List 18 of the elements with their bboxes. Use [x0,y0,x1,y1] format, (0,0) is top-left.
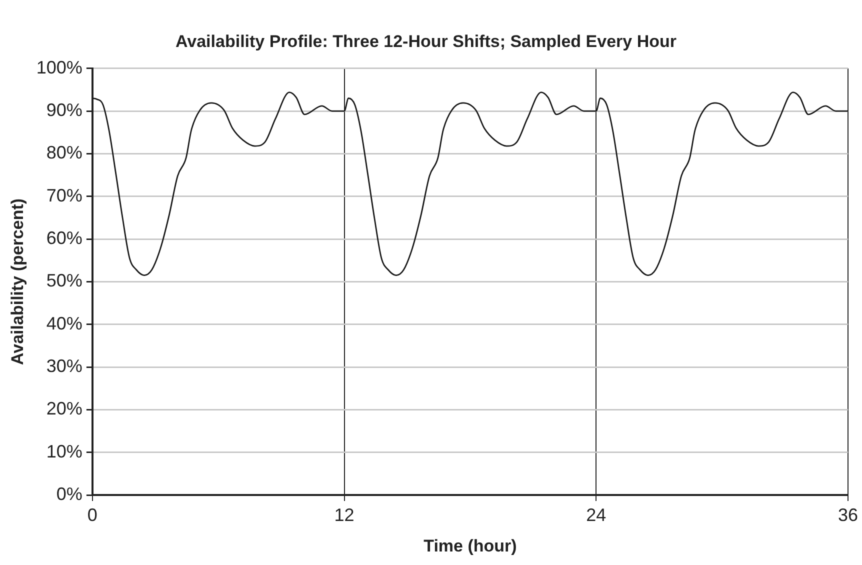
y-tick-label: 70% [46,185,82,206]
y-tick-label: 0% [56,484,82,504]
chart-title: Availability Profile: Three 12-Hour Shifts; Sampled Every Hour [176,32,677,51]
y-axis-title: Availability (percent) [8,198,27,365]
y-tick-label: 30% [46,356,82,376]
y-tick-label: 10% [46,441,82,462]
x-tick-label: 0 [87,504,98,525]
y-tick-label: 100% [36,57,82,78]
y-tick-label: 20% [46,398,82,419]
y-tick-label: 60% [46,228,82,248]
y-tick-label: 90% [46,100,82,120]
x-tick-label: 12 [334,504,354,525]
x-axis-title: Time (hour) [424,536,517,556]
y-tick-label: 50% [46,270,82,291]
x-tick-label: 36 [838,504,858,525]
y-tick-label: 40% [46,313,82,334]
y-tick-label: 80% [46,142,82,163]
x-tick-label: 24 [586,504,606,525]
